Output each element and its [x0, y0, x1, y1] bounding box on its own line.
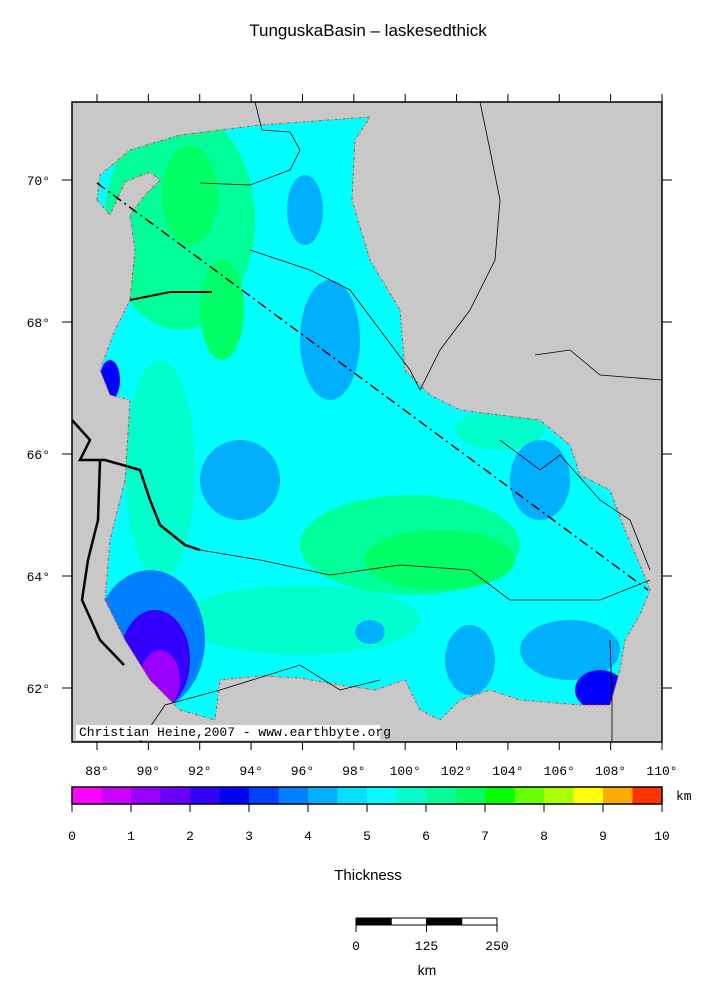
- colorbar-tick-label: 5: [363, 829, 371, 844]
- border: [139, 664, 381, 742]
- colorbar-segment: [485, 787, 515, 804]
- scalebar-tick-label: 125: [415, 939, 438, 954]
- lon-label: 102°: [441, 764, 472, 779]
- colorbar-segment: [455, 787, 486, 804]
- colorbar-tick-label: 10: [654, 829, 670, 844]
- colorbar-segment: [603, 787, 633, 804]
- colorbar-tick-label: 2: [186, 829, 194, 844]
- lat-label: 70°: [27, 174, 50, 189]
- field-patch: [455, 410, 545, 450]
- field-patch: [355, 620, 385, 644]
- lat-label: 62°: [27, 682, 50, 697]
- field-patch: [125, 360, 195, 580]
- field-patch: [287, 175, 323, 245]
- lon-label: 94°: [239, 764, 262, 779]
- section-line: [96, 182, 649, 591]
- lon-label: 104°: [492, 764, 523, 779]
- colorbar-segment: [573, 787, 604, 804]
- border: [199, 102, 301, 186]
- colorbar-segment: [337, 787, 368, 804]
- map-title: TunguskaBasin – laskesedthick: [249, 21, 487, 40]
- lon-label: 108°: [595, 764, 626, 779]
- credit: Christian Heine,2007 - www.earthbyte.org: [79, 725, 391, 740]
- lat-label: 64°: [27, 570, 50, 585]
- field-patch: [200, 440, 280, 520]
- scalebar-segment: [355, 917, 392, 926]
- lon-label: 96°: [291, 764, 314, 779]
- lon-label: 88°: [85, 764, 108, 779]
- colorbar-tick-label: 4: [304, 829, 312, 844]
- field-patch: [365, 530, 515, 590]
- colorbar-unit: km: [676, 789, 692, 804]
- colorbar-tick-label: 6: [422, 829, 430, 844]
- border: [249, 102, 501, 391]
- scalebar-segment: [426, 917, 463, 926]
- border: [609, 639, 613, 742]
- lon-label: 90°: [137, 764, 160, 779]
- field-patch: [510, 440, 570, 520]
- colorbar-segment: [396, 787, 427, 804]
- lon-label: 100°: [390, 764, 421, 779]
- colorbar-segment: [308, 787, 338, 804]
- colorbar-segment: [544, 787, 574, 804]
- field-patch: [520, 620, 620, 680]
- lon-label: 98°: [342, 764, 365, 779]
- colorbar-label: Thickness: [334, 867, 402, 884]
- colorbar-segment: [514, 787, 545, 804]
- field-patch: [200, 260, 244, 360]
- map-frame: [71, 101, 663, 743]
- lon-label: 110°: [646, 764, 677, 779]
- river: [72, 419, 201, 552]
- lon-label: 92°: [188, 764, 211, 779]
- colorbar-tick-label: 9: [599, 829, 607, 844]
- river: [129, 291, 212, 301]
- colorbar-tick-label: 7: [481, 829, 489, 844]
- colorbar-tick-label: 8: [540, 829, 548, 844]
- colorbar-segment: [367, 787, 397, 804]
- colorbar-tick-label: 3: [245, 829, 253, 844]
- colorbar-segment: [249, 787, 279, 804]
- colorbar-segment: [219, 787, 250, 804]
- scalebar-tick-label: 250: [485, 939, 508, 954]
- lon-label: 106°: [544, 764, 575, 779]
- credit-box: [76, 725, 380, 740]
- colorbar-segment: [72, 787, 102, 804]
- scalebar-tick-label: 0: [352, 939, 360, 954]
- border: [534, 349, 662, 381]
- colorbar-segment: [278, 787, 309, 804]
- field-patch: [445, 625, 495, 695]
- colorbar-segment: [131, 787, 161, 804]
- colorbar-tick-label: 0: [68, 829, 76, 844]
- field-patch: [180, 585, 420, 655]
- lat-label: 68°: [27, 316, 50, 331]
- border: [199, 549, 651, 601]
- border: [499, 439, 651, 571]
- scalebar-unit: km: [418, 962, 437, 978]
- scalebar-segment: [390, 917, 427, 926]
- colorbar-segment: [101, 787, 132, 804]
- lat-label: 66°: [27, 448, 50, 463]
- colorbar-tick-label: 1: [127, 829, 135, 844]
- colorbar-segment: [160, 787, 191, 804]
- colorbar-segment: [190, 787, 220, 804]
- colorbar-segment: [632, 787, 663, 804]
- scalebar-segment: [461, 917, 498, 926]
- colorbar-segment: [426, 787, 456, 804]
- borders: [72, 102, 662, 742]
- river: [80, 459, 125, 666]
- field-patch: [162, 145, 218, 245]
- field-patch: [300, 280, 360, 400]
